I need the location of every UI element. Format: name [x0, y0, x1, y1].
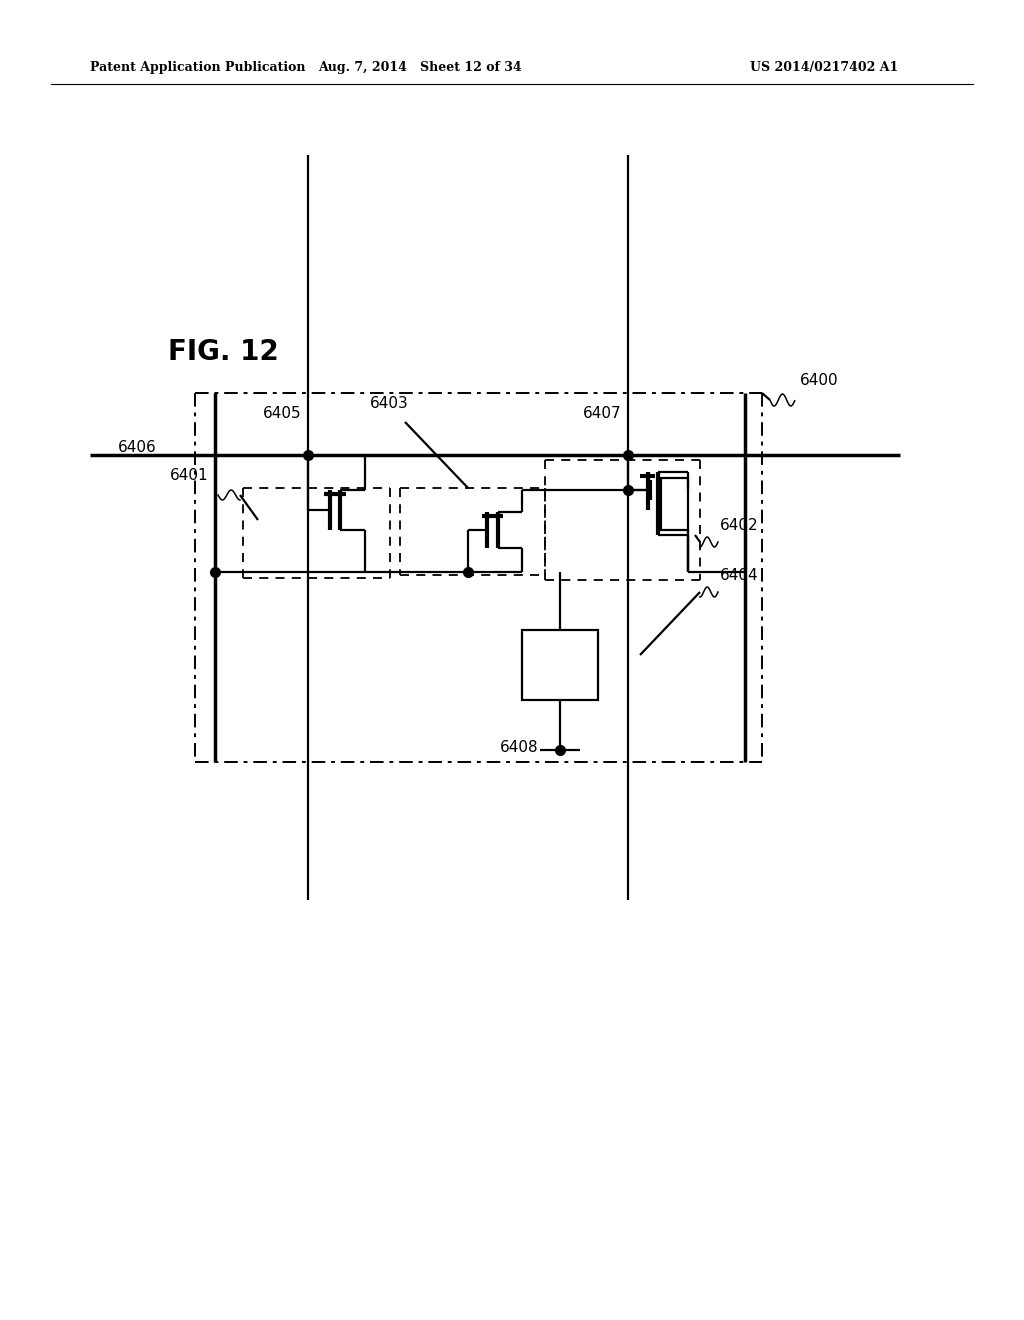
Text: Patent Application Publication: Patent Application Publication: [90, 62, 305, 74]
Text: 6401: 6401: [170, 469, 209, 483]
Text: 6400: 6400: [800, 374, 839, 388]
Text: 6407: 6407: [583, 407, 622, 421]
Text: 6403: 6403: [370, 396, 409, 411]
Text: 6405: 6405: [263, 407, 301, 421]
Text: 6408: 6408: [500, 741, 539, 755]
Text: 6406: 6406: [118, 441, 157, 455]
Text: FIG. 12: FIG. 12: [168, 338, 279, 366]
Bar: [522, 630, 598, 700]
Text: US 2014/0217402 A1: US 2014/0217402 A1: [750, 62, 898, 74]
Text: 6402: 6402: [720, 517, 759, 533]
Text: 6404: 6404: [720, 568, 759, 583]
Text: Aug. 7, 2014   Sheet 12 of 34: Aug. 7, 2014 Sheet 12 of 34: [318, 62, 522, 74]
